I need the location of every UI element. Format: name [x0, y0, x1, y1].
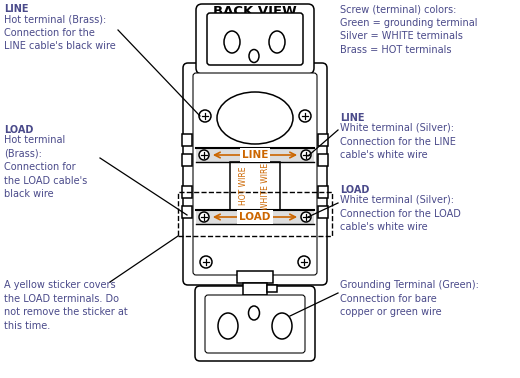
Circle shape	[199, 150, 209, 160]
Text: Grounding Terminal (Green):
Connection for bare
copper or green wire: Grounding Terminal (Green): Connection f…	[340, 280, 479, 317]
Bar	[178, 192, 332, 236]
Ellipse shape	[269, 31, 285, 53]
Text: White terminal (Silver):
Connection for the LOAD
cable's white wire: White terminal (Silver): Connection for …	[340, 195, 461, 232]
Bar	[196, 210, 314, 224]
Circle shape	[301, 212, 311, 222]
Bar	[318, 206, 328, 218]
FancyBboxPatch shape	[196, 4, 314, 74]
Bar	[318, 186, 328, 198]
Circle shape	[298, 256, 310, 268]
Circle shape	[199, 212, 209, 222]
Text: LINE: LINE	[242, 150, 268, 160]
Bar	[243, 283, 267, 295]
FancyBboxPatch shape	[195, 286, 315, 361]
Bar	[196, 148, 314, 162]
Ellipse shape	[249, 50, 259, 62]
Text: LINE: LINE	[4, 4, 29, 14]
Ellipse shape	[218, 313, 238, 339]
Bar	[318, 154, 328, 166]
Bar	[267, 285, 277, 292]
Text: BACK VIEW: BACK VIEW	[213, 5, 297, 18]
FancyBboxPatch shape	[183, 63, 327, 285]
Text: A yellow sticker covers
the LOAD terminals. Do
not remove the sticker at
this ti: A yellow sticker covers the LOAD termina…	[4, 280, 128, 331]
Text: LOAD: LOAD	[340, 185, 369, 195]
Text: HOT WIRE: HOT WIRE	[240, 167, 249, 205]
Text: LOAD: LOAD	[239, 212, 271, 222]
Text: Hot terminal
(Brass):
Connection for
the LOAD cable's
black wire: Hot terminal (Brass): Connection for the…	[4, 135, 87, 200]
Ellipse shape	[249, 306, 259, 320]
Text: Hot terminal (Brass):
Connection for the
LINE cable's black wire: Hot terminal (Brass): Connection for the…	[4, 14, 116, 51]
Ellipse shape	[272, 313, 292, 339]
Bar	[182, 186, 192, 198]
Bar	[182, 134, 192, 146]
Bar	[230, 162, 280, 210]
Text: WHITE WIRE: WHITE WIRE	[262, 163, 270, 209]
Ellipse shape	[224, 31, 240, 53]
Text: White terminal (Silver):
Connection for the LINE
cable's white wire: White terminal (Silver): Connection for …	[340, 123, 456, 160]
Text: Screw (terminal) colors:
Green = grounding terminal
Silver = WHITE terminals
Bra: Screw (terminal) colors: Green = groundi…	[340, 4, 477, 55]
Circle shape	[299, 110, 311, 122]
FancyBboxPatch shape	[205, 295, 305, 353]
Text: LOAD: LOAD	[4, 125, 33, 135]
Ellipse shape	[217, 92, 293, 144]
Circle shape	[301, 150, 311, 160]
Bar	[318, 134, 328, 146]
Bar	[182, 154, 192, 166]
FancyBboxPatch shape	[207, 13, 303, 65]
Bar	[182, 206, 192, 218]
FancyBboxPatch shape	[193, 73, 317, 275]
Bar	[237, 271, 273, 283]
Circle shape	[199, 110, 211, 122]
Circle shape	[200, 256, 212, 268]
Text: LINE: LINE	[340, 113, 365, 123]
